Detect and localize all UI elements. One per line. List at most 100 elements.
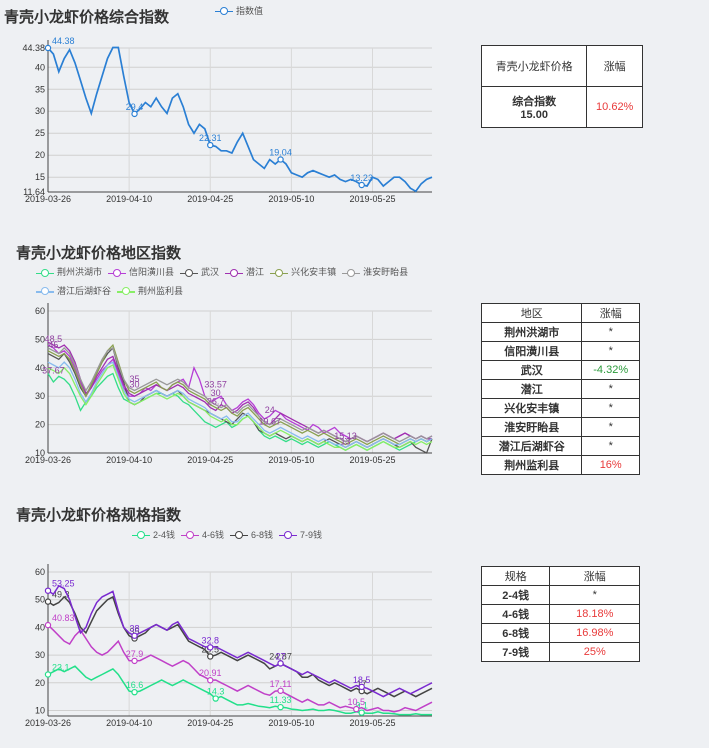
table-row: 荆州洪湖市 * <box>480 322 640 342</box>
data-label: 16.6 <box>126 680 144 690</box>
data-point <box>358 683 365 691</box>
legend-label: 2-4钱 <box>153 530 176 540</box>
legend-item[interactable]: 荆州监利县 <box>117 283 183 300</box>
series-line <box>47 624 433 713</box>
legend-label: 兴化安丰镇 <box>291 267 337 277</box>
data-label: 13.23 <box>350 173 373 183</box>
data-label: 35 <box>130 626 140 636</box>
legend-symbol-icon <box>117 287 136 295</box>
legend-symbol-icon <box>279 530 298 539</box>
data-label: 45 <box>48 340 58 350</box>
table-header: 涨幅 <box>581 303 640 323</box>
series-line <box>47 361 433 449</box>
data-label: 24 <box>265 405 275 415</box>
data-label: 37.67 <box>42 365 65 375</box>
series-line <box>47 584 433 698</box>
legend-label: 武汉 <box>201 267 220 277</box>
legend-item[interactable]: 指数值 <box>215 4 263 17</box>
series-line <box>47 665 432 716</box>
x-tick-label: 2019-03-26 <box>25 194 71 204</box>
data-label: 30 <box>130 380 140 390</box>
table-cell-change: 25% <box>549 642 640 662</box>
data-label: 18.5 <box>353 675 371 685</box>
table-header: 规格 <box>480 566 551 586</box>
table-header: 地区 <box>480 303 583 323</box>
y-tick-label: 10 <box>35 705 45 715</box>
section3-legend[interactable]: 2-4钱 4-6钱 6-8钱 7-9钱 <box>132 528 328 541</box>
legend-item[interactable]: 6-8钱 <box>230 528 273 541</box>
table-row: 信阳潢川县 * <box>480 341 640 361</box>
x-tick-label: 2019-05-10 <box>268 194 314 204</box>
table-cell-name: 荆州洪湖市 <box>480 322 583 342</box>
y-tick-label: 40 <box>35 363 45 373</box>
table1-cell-index: 综合指数 15.00 <box>480 86 588 128</box>
data-label: 29.4 <box>126 102 144 112</box>
section1-legend[interactable]: 指数值 <box>215 4 269 17</box>
section2-legend[interactable]: 荆州洪湖市 信阳潢川县 武汉 潜江 兴化安丰镇 淮安盱眙县潜江后湖虾谷 荆州监利县 <box>36 264 456 301</box>
table-cell-change: * <box>581 398 640 418</box>
data-label: 15.13 <box>334 431 357 441</box>
legend-item[interactable]: 7-9钱 <box>279 528 322 541</box>
table-cell-change: * <box>581 436 640 456</box>
data-label: 10.5 <box>348 697 366 707</box>
table-cell-change: -4.32% <box>581 360 640 380</box>
section2-title: 青壳小龙虾价格地区指数 <box>16 245 182 262</box>
legend-symbol-icon <box>230 530 249 539</box>
data-label: 24.87 <box>269 651 292 661</box>
legend-item[interactable]: 武汉 <box>180 264 219 281</box>
y-tick-label: 40 <box>35 622 45 632</box>
legend-label: 4-6钱 <box>202 530 225 540</box>
y-tick-label: 20 <box>35 420 45 430</box>
x-tick-label: 2019-05-10 <box>268 718 314 728</box>
legend-symbol-icon <box>108 268 127 277</box>
legend-label: 6-8钱 <box>251 530 274 540</box>
data-label: 20.91 <box>199 668 222 678</box>
x-tick-label: 2019-03-26 <box>25 718 71 728</box>
legend-item[interactable]: 兴化安丰镇 <box>270 264 336 281</box>
legend-item[interactable]: 2-4钱 <box>132 528 175 541</box>
y-tick-label: 50 <box>35 595 45 605</box>
size-index-table: 规格 涨幅 2-4钱 * 4-6钱 18.18% 6-8钱 16.98% 7-9钱 25% <box>480 566 640 662</box>
table-cell-name: 兴化安丰镇 <box>480 398 583 418</box>
table-cell-change: 16.98% <box>549 623 640 643</box>
data-label: 44.38 <box>52 36 75 46</box>
table-row: 2-4钱 * <box>480 585 640 605</box>
y-tick-label: 35 <box>35 84 45 94</box>
data-point <box>358 709 365 716</box>
data-label: 23.1 <box>52 662 70 672</box>
legend-symbol-icon <box>36 287 54 295</box>
x-tick-label: 2019-04-10 <box>106 194 152 204</box>
series-line <box>47 595 433 698</box>
legend-label: 7-9钱 <box>300 530 323 540</box>
legend-item[interactable]: 潜江后湖虾谷 <box>36 283 111 300</box>
table-cell-change: * <box>581 322 640 342</box>
legend-item[interactable]: 荆州洪湖市 <box>36 264 102 281</box>
size-index-chart: 10 20 30 40 50 60 2019-03-26 2019-04-10 2019-04-… <box>25 564 433 728</box>
legend-label: 指数值 <box>236 6 264 16</box>
data-point <box>207 653 214 660</box>
legend-label: 荆州洪湖市 <box>57 267 103 277</box>
y-tick-label: 20 <box>35 150 45 160</box>
data-point <box>44 598 52 605</box>
table-cell-change: 16% <box>581 455 640 475</box>
table-cell-change: * <box>581 341 640 361</box>
table-row: 7-9钱 25% <box>480 642 640 662</box>
y-tick-label: 25 <box>35 128 45 138</box>
legend-item[interactable]: 淮安盱眙县 <box>342 264 408 281</box>
table-cell-name: 6-8钱 <box>480 623 551 643</box>
x-tick-label: 2019-05-25 <box>349 455 395 465</box>
data-point <box>353 705 360 713</box>
table1-cell-change: 10.62% <box>586 86 643 128</box>
y-tick-label: 30 <box>35 106 45 116</box>
data-label: 48.5 <box>45 334 63 344</box>
legend-item[interactable]: 4-6钱 <box>181 528 224 541</box>
x-tick-label: 2019-04-25 <box>187 718 233 728</box>
legend-item[interactable]: 潜江 <box>225 264 264 281</box>
legend-label: 潜江 <box>246 267 265 277</box>
data-label: 32.8 <box>201 635 219 645</box>
region-index-chart: 10 20 30 40 50 60 2019-03-26 2019-04-10 2019-04-… <box>25 303 433 465</box>
y-tick-label: 50 <box>35 334 45 344</box>
series-line <box>47 364 433 451</box>
legend-symbol-icon <box>180 268 199 277</box>
legend-item[interactable]: 信阳潢川县 <box>108 264 174 281</box>
